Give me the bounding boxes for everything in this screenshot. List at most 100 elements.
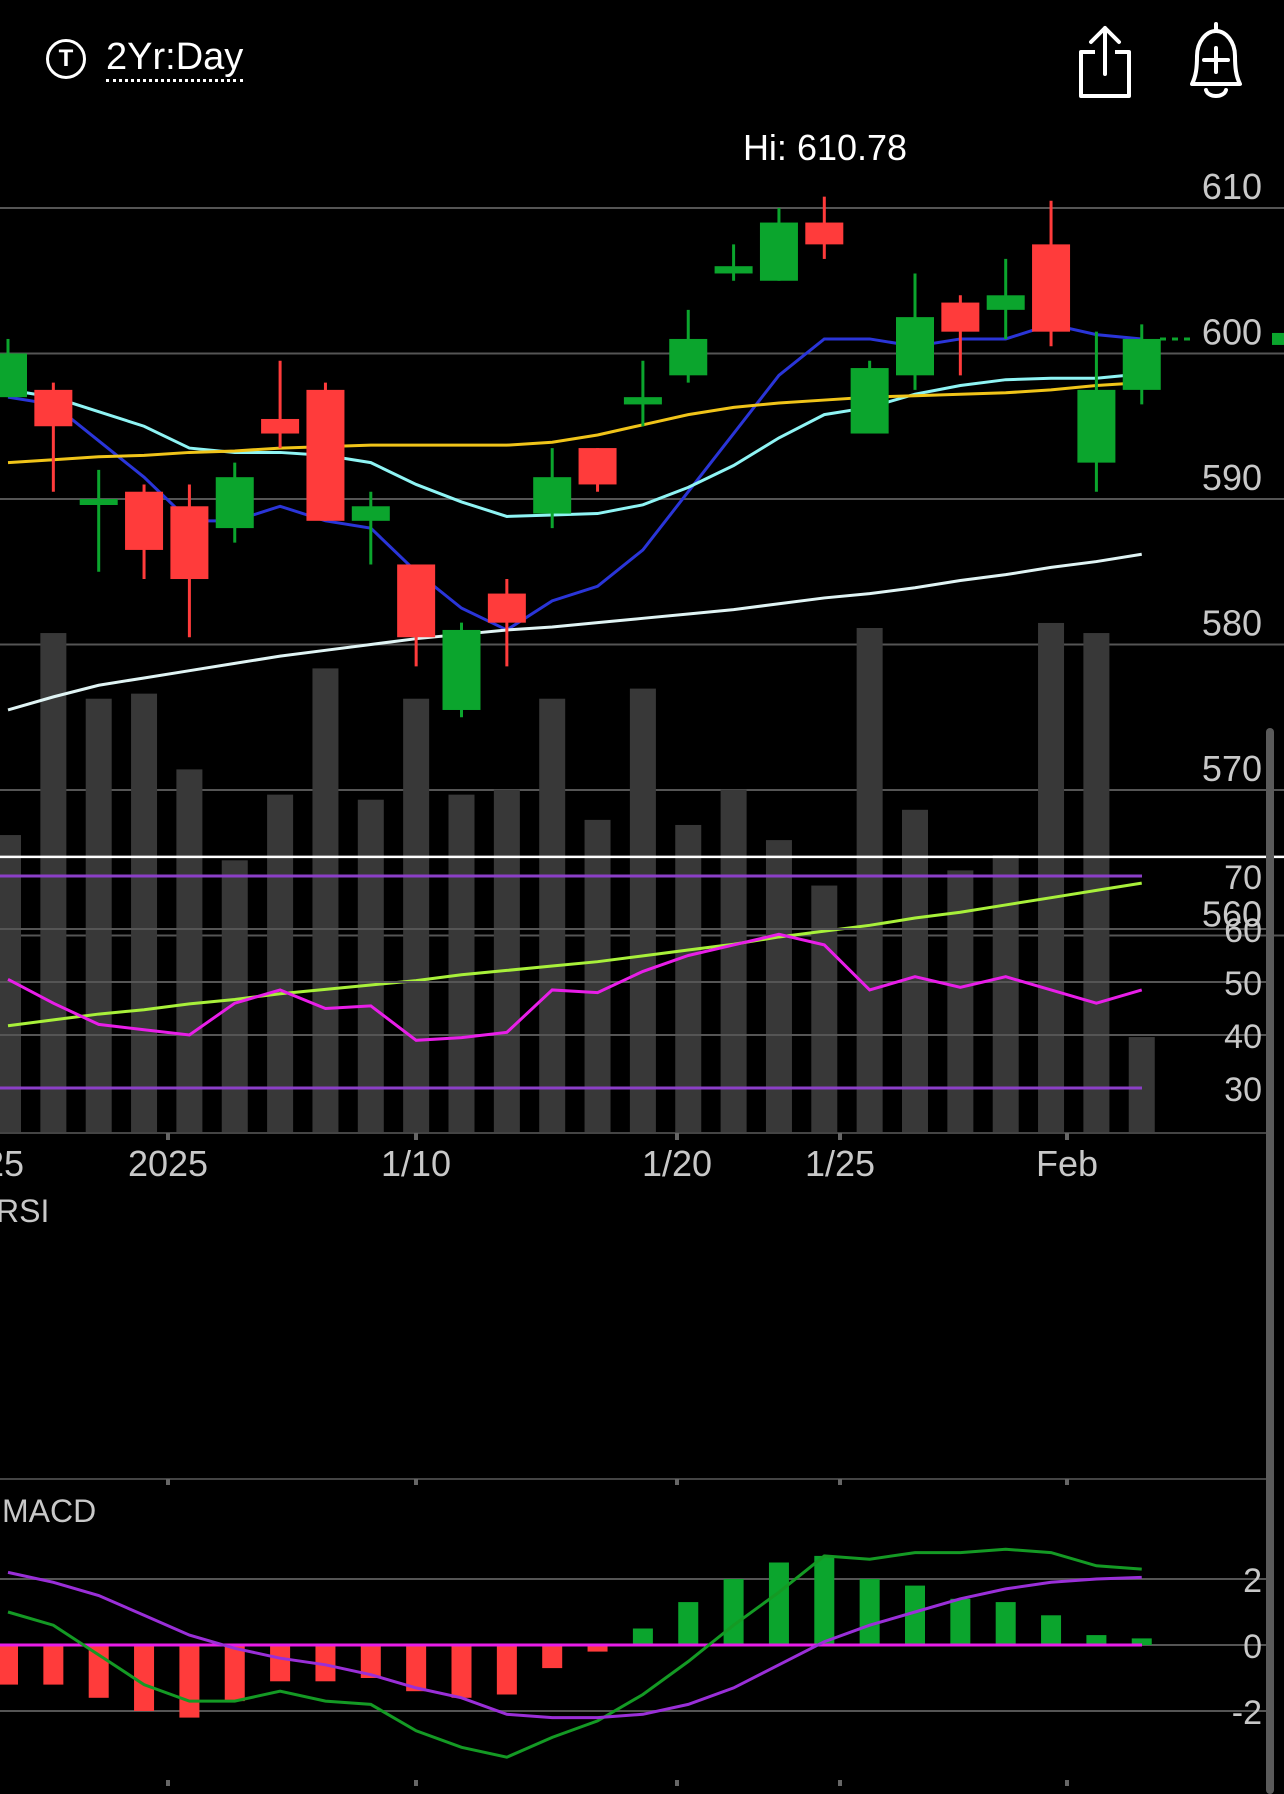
macd-histogram-bar — [632, 1628, 653, 1645]
macd-histogram-bar — [224, 1645, 245, 1702]
candle-body — [442, 629, 481, 710]
macd-histogram-bar — [1086, 1635, 1107, 1645]
macd-label: MACD — [2, 1493, 96, 1529]
macd-histogram-bar — [768, 1562, 789, 1645]
rsi-line — [7, 932, 1143, 1042]
candle-body — [306, 389, 345, 521]
macd-histogram-bar — [1131, 1638, 1152, 1645]
macd-histogram-bar — [814, 1555, 835, 1645]
macd-line — [7, 1547, 1142, 1759]
candle-body — [0, 353, 27, 398]
candle-body — [759, 222, 798, 281]
x-axis-label: 25 — [0, 1143, 24, 1184]
candle-body — [850, 368, 889, 434]
candle-body — [215, 477, 254, 529]
rsi-tick-label: 40 — [1224, 1018, 1262, 1056]
rsi-tick-label: 30 — [1224, 1071, 1262, 1109]
candle-body — [805, 222, 844, 245]
volume-bar — [1128, 1037, 1155, 1133]
volume-bar — [403, 698, 430, 1133]
volume-bar — [902, 809, 928, 1133]
scrollbar[interactable] — [1266, 728, 1274, 1794]
x-axis-label: 2025 — [128, 1143, 208, 1184]
macd-histogram-bar — [0, 1645, 18, 1685]
candle-body — [669, 338, 708, 376]
volume-bar — [1038, 622, 1065, 1133]
candle-body — [261, 418, 300, 434]
macd-histogram-bar — [995, 1602, 1016, 1645]
candle-body — [125, 491, 164, 550]
macd-histogram-bar — [905, 1585, 925, 1645]
candle-body — [986, 295, 1025, 310]
candle-body — [1077, 389, 1116, 463]
moving-average-line — [7, 372, 1142, 518]
hi-price-label: Hi: 610.78 — [743, 127, 907, 168]
moving-average-line — [7, 881, 1142, 1028]
moving-average-line — [7, 381, 1142, 465]
volume-bar — [584, 819, 611, 1133]
volume-bar — [1083, 633, 1110, 1133]
rsi-label: RSI — [0, 1193, 49, 1229]
macd-tick-label: -2 — [1232, 1694, 1262, 1732]
macd-histogram-bar — [678, 1602, 699, 1645]
volume-bar — [267, 794, 294, 1133]
candle-body — [941, 302, 980, 332]
candle-body — [896, 317, 934, 376]
volume-bar — [40, 633, 67, 1133]
volume-bar — [539, 698, 566, 1133]
candle-body — [1122, 338, 1161, 390]
macd-histogram-bar — [43, 1645, 64, 1685]
moving-average-line — [7, 322, 1142, 632]
candle-body — [79, 499, 118, 505]
price-tick-label: 590 — [1202, 457, 1262, 498]
candle-body — [487, 593, 526, 623]
macd-histogram-bar — [496, 1645, 517, 1695]
volume-bar — [85, 698, 112, 1133]
bell-plus-icon — [1190, 22, 1242, 98]
macd-tick-label: 0 — [1243, 1628, 1262, 1666]
macd-histogram-bar — [1041, 1615, 1062, 1645]
macd-tick-label: 2 — [1243, 1562, 1262, 1600]
price-tick-label: 570 — [1202, 748, 1262, 789]
volume-bar — [765, 840, 792, 1133]
macd-histogram-bar — [270, 1645, 291, 1682]
ticker-type-icon: T — [46, 39, 86, 79]
candle-body — [623, 397, 662, 405]
macd-histogram-bar — [451, 1645, 472, 1698]
macd-histogram-bar — [360, 1645, 381, 1678]
candle-body — [714, 266, 753, 274]
volume-bar — [629, 688, 656, 1133]
volume-bar — [176, 769, 203, 1133]
macd-histogram-bar — [859, 1579, 880, 1645]
x-axis-label: 1/10 — [381, 1143, 451, 1184]
volume-bar — [493, 789, 520, 1133]
volume-bar — [992, 855, 1019, 1133]
candle-body — [1032, 244, 1071, 332]
add-alert-button[interactable] — [1180, 18, 1252, 102]
macd-histogram-bar — [134, 1645, 155, 1711]
candle-body — [397, 564, 436, 638]
macd-histogram-bar — [88, 1645, 109, 1698]
volume-bar — [312, 668, 339, 1133]
candle-body — [578, 448, 617, 485]
rsi-tick-label: 70 — [1224, 859, 1262, 897]
volume-bar — [856, 628, 883, 1133]
last-price-marker — [1272, 332, 1284, 345]
share-button[interactable] — [1075, 20, 1135, 100]
volume-bar — [221, 860, 248, 1133]
price-tick-label: 600 — [1202, 312, 1262, 353]
x-axis-label: Feb — [1036, 1143, 1098, 1184]
volume-bar — [357, 799, 384, 1133]
volume-bar — [811, 885, 838, 1133]
volume-bar — [720, 789, 747, 1133]
volume-bar — [448, 794, 475, 1133]
candle-body — [170, 506, 209, 580]
volume-bar — [131, 693, 158, 1133]
candle-body — [533, 477, 572, 514]
period-selector[interactable]: T 2Yr:Day — [46, 34, 244, 84]
chart-header: T 2Yr:Day — [0, 0, 1284, 120]
volume-bar — [0, 835, 21, 1133]
rsi-tick-label: 60 — [1224, 912, 1262, 950]
macd-histogram-bar — [723, 1579, 744, 1645]
